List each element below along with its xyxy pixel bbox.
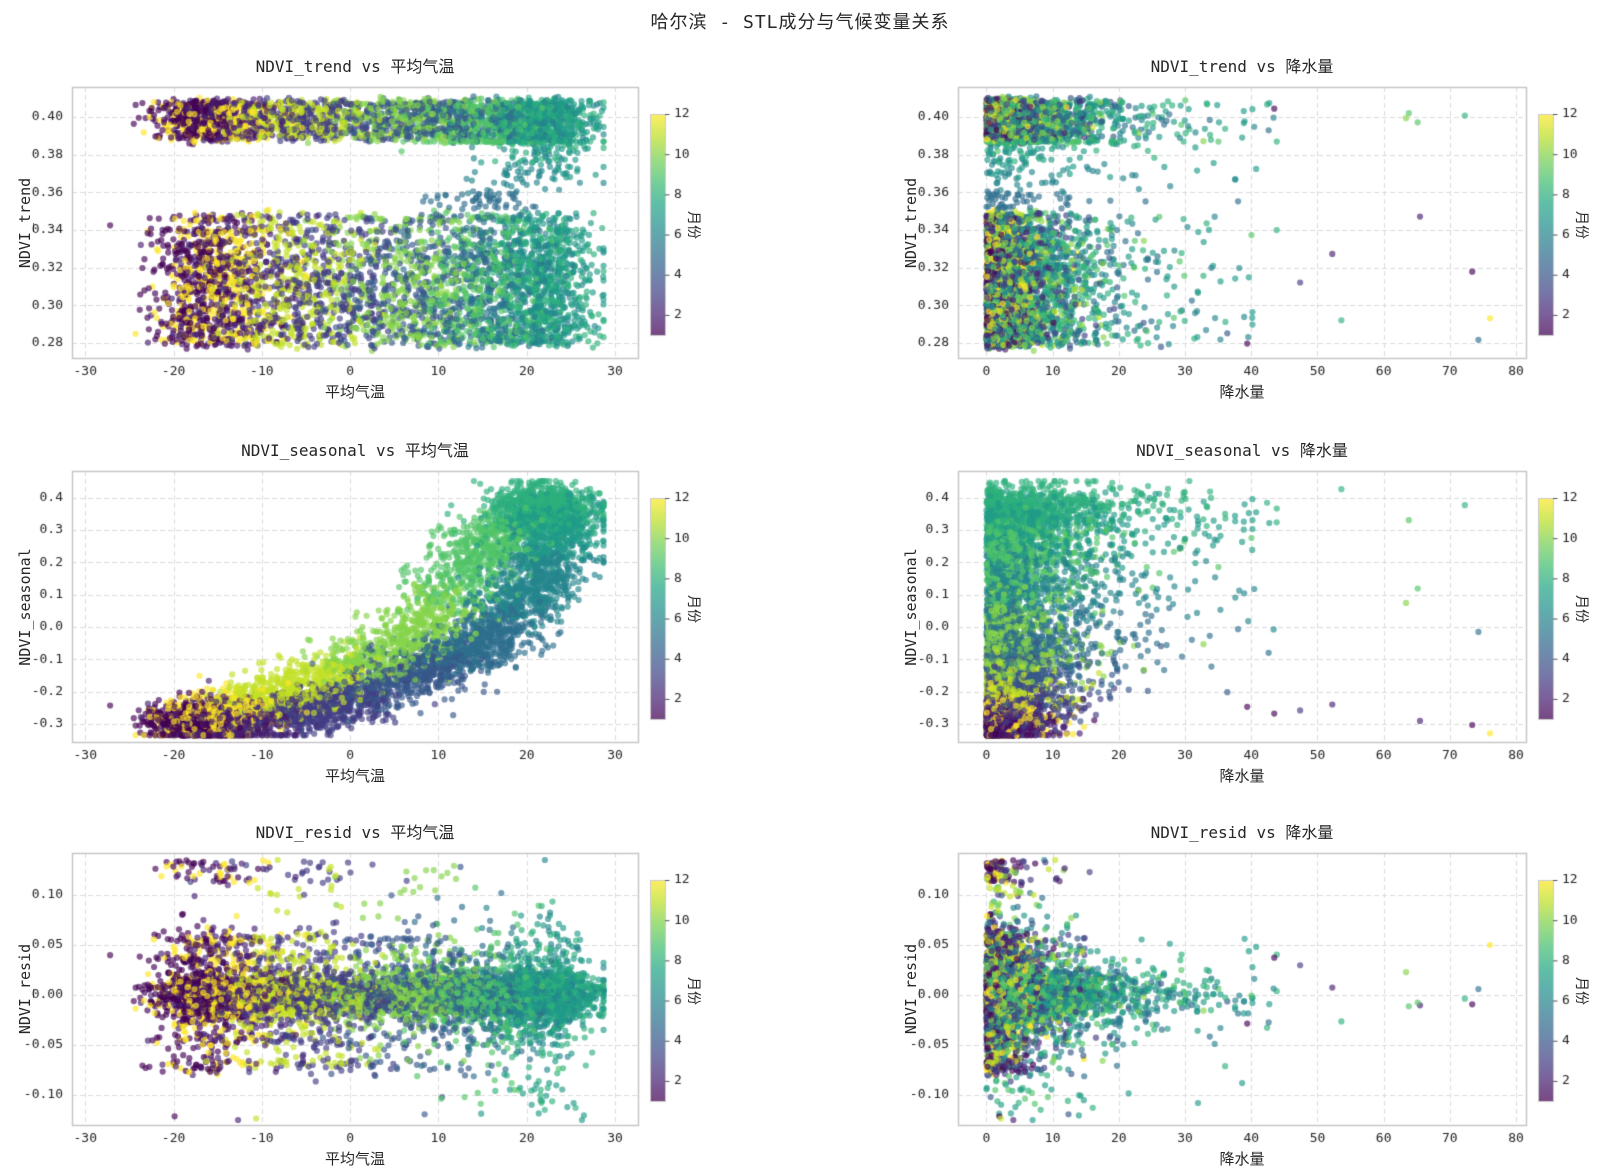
colorbar-label-month: 月份 (1573, 210, 1589, 239)
y-axis-label-ndvi-trend: NDVI_trend (902, 177, 920, 268)
y-axis-label-ndvi-resid: NDVI_resid (16, 943, 34, 1035)
panel-title-trend-vs-precip: NDVI_trend vs 降水量 (1150, 57, 1334, 76)
figure-title: 哈尔滨 - STL成分与气候变量关系 (650, 12, 950, 33)
panel-title-trend-vs-temp: NDVI_trend vs 平均气温 (255, 57, 455, 76)
panel-title-seasonal-vs-temp: NDVI_seasonal vs 平均气温 (241, 441, 469, 460)
colorbar-label-month: 月份 (685, 976, 701, 1005)
y-axis-label-ndvi-resid: NDVI_resid (902, 943, 920, 1035)
colorbar-label-month: 月份 (1573, 594, 1589, 623)
colorbar-label-month: 月份 (1573, 976, 1589, 1005)
x-axis-label-precip: 降水量 (1219, 1150, 1265, 1168)
y-axis-label-ndvi-trend: NDVI_trend (16, 177, 34, 268)
x-axis-label-precip: 降水量 (1219, 767, 1265, 785)
panel-title-resid-vs-temp: NDVI_resid vs 平均气温 (255, 823, 455, 842)
y-axis-label-ndvi-seasonal: NDVI_seasonal (902, 547, 920, 666)
panel-title-resid-vs-precip: NDVI_resid vs 降水量 (1150, 823, 1334, 842)
x-axis-label-temp: 平均气温 (324, 1150, 386, 1168)
y-axis-label-ndvi-seasonal: NDVI_seasonal (16, 547, 34, 666)
x-axis-label-temp: 平均气温 (324, 767, 386, 785)
panel-title-seasonal-vs-precip: NDVI_seasonal vs 降水量 (1136, 441, 1348, 460)
colorbar-label-month: 月份 (685, 210, 701, 239)
x-axis-label-precip: 降水量 (1219, 383, 1265, 401)
x-axis-label-temp: 平均气温 (324, 383, 386, 401)
colorbar-label-month: 月份 (685, 594, 701, 623)
